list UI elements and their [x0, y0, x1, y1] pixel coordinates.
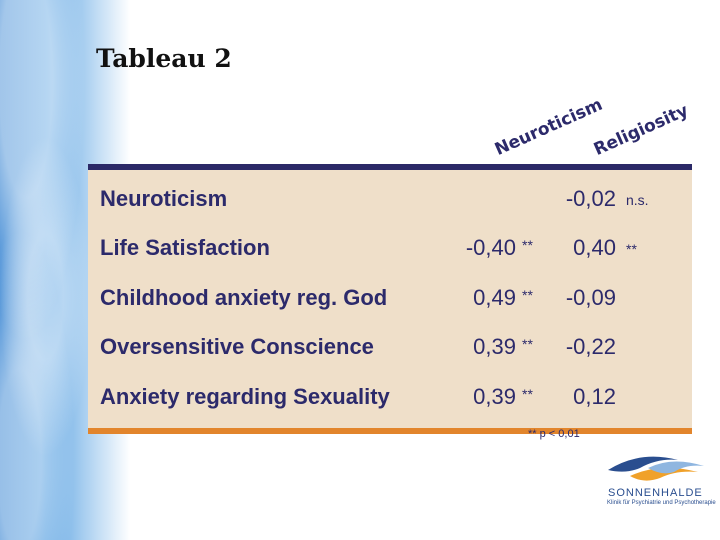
correlation-table: Neuroticism -0,02 n.s. Life Satisfaction… — [88, 164, 692, 434]
table-row: Anxiety regarding Sexuality 0,39 ** 0,12 — [88, 380, 692, 420]
table-row: Oversensitive Conscience 0,39 ** -0,22 — [88, 330, 692, 370]
neuroticism-value: 0,39 — [473, 384, 516, 409]
religiosity-value: -0,09 — [565, 285, 616, 310]
row-label: Anxiety regarding Sexuality — [100, 384, 390, 409]
table-row: Life Satisfaction -0,40 ** 0,40 ** — [88, 231, 692, 271]
significance-footnote: ** p < 0,01 — [528, 428, 580, 440]
slide-title: Tableau 2 — [96, 44, 232, 73]
table-row: Childhood anxiety reg. God 0,49 ** -0,09 — [88, 281, 692, 321]
logo-name: SONNENHALDE — [608, 487, 703, 499]
row-label: Childhood anxiety reg. God — [100, 285, 388, 310]
row-label: Oversensitive Conscience — [100, 334, 374, 359]
row-label: Life Satisfaction — [100, 235, 270, 260]
neuroticism-value: 0,39 — [473, 334, 516, 359]
religiosity-value: -0,02 — [565, 186, 616, 211]
logo-subtitle: Klinik für Psychiatrie und Psychotherapi… — [607, 500, 716, 506]
religiosity-value: 0,40 — [573, 235, 616, 260]
religiosity-significance: n.s. — [626, 192, 649, 208]
sonnenhalde-logo-icon — [608, 456, 704, 481]
neuroticism-significance: ** — [522, 237, 533, 253]
neuroticism-value: -0,40 — [465, 235, 516, 260]
religiosity-value: 0,12 — [573, 384, 616, 409]
column-header-neuroticism: Neuroticism — [491, 94, 606, 160]
row-label: Neuroticism — [100, 186, 228, 211]
religiosity-value: -0,22 — [565, 334, 616, 359]
column-header-religiosity: Religiosity — [590, 100, 692, 160]
table-row: Neuroticism -0,02 n.s. — [88, 182, 692, 222]
neuroticism-significance: ** — [522, 386, 533, 402]
neuroticism-significance: ** — [522, 336, 533, 352]
religiosity-significance: ** — [626, 241, 637, 257]
neuroticism-significance: ** — [522, 287, 533, 303]
neuroticism-value: 0,49 — [473, 285, 516, 310]
